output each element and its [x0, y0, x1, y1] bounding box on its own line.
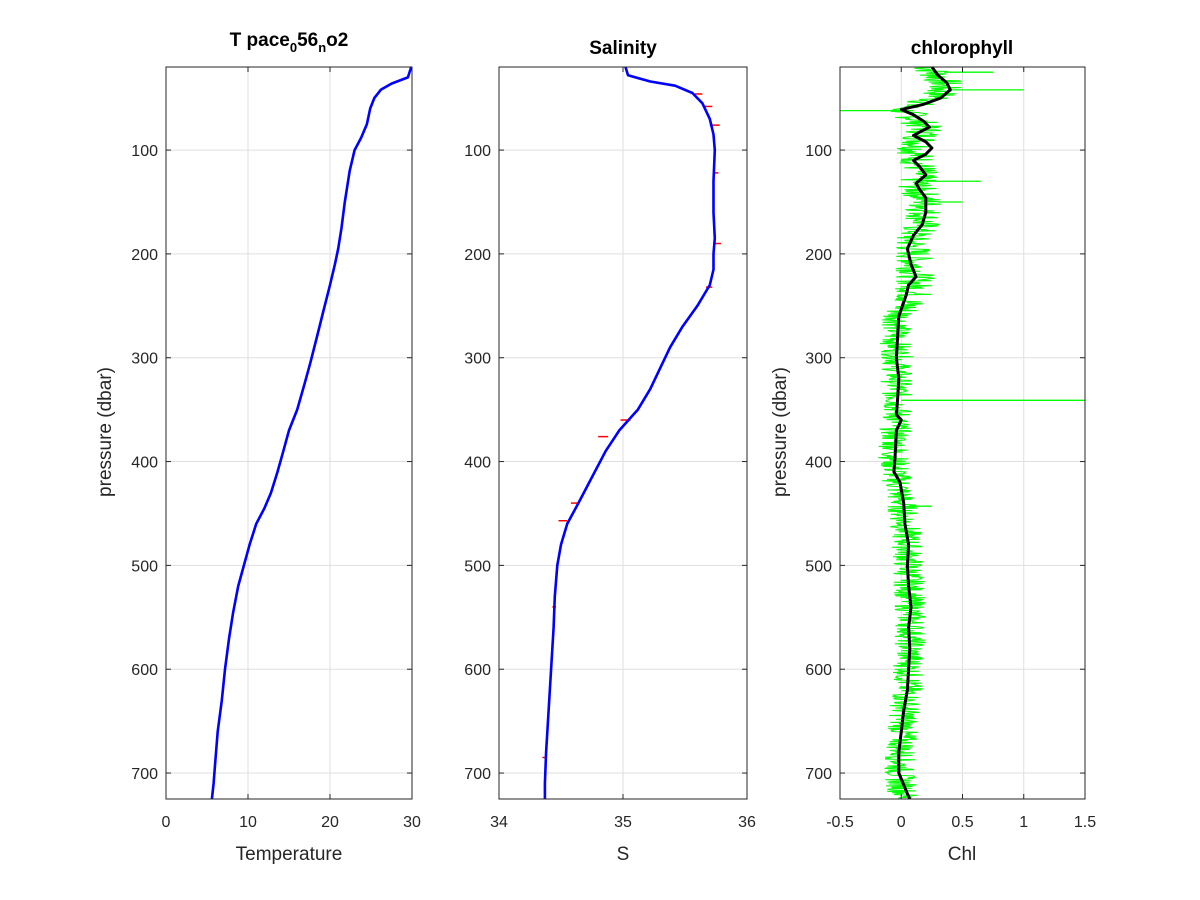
- chlorophyll-lines: [840, 66, 1085, 800]
- chlorophyll-grid: [839, 67, 1086, 799]
- temperature-xlabel: Temperature: [236, 844, 343, 865]
- salinity-ytick-label-1: 200: [464, 247, 491, 264]
- temperature-xtick-label-0: 0: [162, 814, 171, 831]
- chlorophyll-ytick-label-3: 400: [805, 455, 832, 472]
- temperature-ytick-label-6: 700: [131, 766, 158, 783]
- temperature-panel: 0 10 20 30 100 200 300 400 500 600 700 T pace056no…: [95, 30, 421, 865]
- salinity-series-line-0: [543, 66, 717, 799]
- chlorophyll-xtick-label-1: 0: [897, 814, 906, 831]
- salinity-xtick-label-0: 34: [490, 814, 508, 831]
- chlorophyll-ytick-label-0: 100: [805, 143, 832, 160]
- salinity-title: Salinity: [589, 38, 657, 59]
- chlorophyll-smooth-line: [892, 66, 952, 800]
- temperature-ticks: 0 10 20 30 100 200 300 400 500 600 700: [131, 67, 421, 831]
- salinity-ticks: 34 35 36 100 200 300 400 500 600 700: [464, 67, 756, 831]
- chlorophyll-raw-line: [878, 66, 962, 799]
- chlorophyll-ytick-label-2: 300: [805, 351, 832, 368]
- salinity-xtick-label-2: 36: [738, 814, 756, 831]
- chlorophyll-xtick-label-0: -0.5: [826, 814, 854, 831]
- temperature-series-line-0: [210, 66, 413, 800]
- salinity-xlabel: S: [617, 844, 630, 865]
- salinity-grid: [498, 67, 748, 799]
- chlorophyll-panel: -0.5 0 0.5 1 1.5 100 200 300 400 500 600 700 chloro…: [770, 38, 1096, 865]
- chlorophyll-xtick-label-4: 1.5: [1074, 814, 1096, 831]
- temperature-xtick-label-2: 20: [321, 814, 339, 831]
- temperature-ytick-label-0: 100: [131, 143, 158, 160]
- salinity-xtick-label-1: 35: [614, 814, 632, 831]
- temperature-ylabel: pressure (dbar): [95, 367, 116, 497]
- salinity-ytick-label-2: 300: [464, 351, 491, 368]
- salinity-ytick-label-4: 500: [464, 558, 491, 575]
- chlorophyll-xtick-label-3: 1: [1019, 814, 1028, 831]
- chlorophyll-xlabel: Chl: [948, 844, 977, 865]
- salinity-ytick-label-0: 100: [464, 143, 491, 160]
- chlorophyll-ytick-label-1: 200: [805, 247, 832, 264]
- chlorophyll-ylabel: pressure (dbar): [770, 367, 791, 497]
- temperature-lines: [210, 66, 413, 800]
- salinity-ytick-label-6: 700: [464, 766, 491, 783]
- chlorophyll-title: chlorophyll: [911, 38, 1013, 59]
- temperature-title: T pace056no2: [230, 30, 349, 55]
- temperature-xtick-label-1: 10: [239, 814, 257, 831]
- chlorophyll-ticks: -0.5 0 0.5 1 1.5 100 200 300 400 500 600 700: [805, 67, 1096, 831]
- temperature-ytick-label-5: 600: [131, 662, 158, 679]
- chlorophyll-ytick-label-4: 500: [805, 558, 832, 575]
- temperature-ytick-label-3: 400: [131, 455, 158, 472]
- temperature-ytick-label-1: 200: [131, 247, 158, 264]
- temperature-ytick-label-2: 300: [131, 351, 158, 368]
- salinity-panel: 34 35 36 100 200 300 400 500 600 700 Salinity S: [464, 38, 756, 865]
- chlorophyll-ytick-label-5: 600: [805, 662, 832, 679]
- salinity-ytick-label-5: 600: [464, 662, 491, 679]
- salinity-ytick-label-3: 400: [464, 455, 491, 472]
- temperature-axes-box: [165, 66, 413, 800]
- salinity-lines: [542, 66, 721, 799]
- temperature-ytick-label-4: 500: [131, 558, 158, 575]
- chlorophyll-ytick-label-6: 700: [805, 766, 832, 783]
- temperature-xtick-label-3: 30: [403, 814, 421, 831]
- chlorophyll-xtick-label-2: 0.5: [951, 814, 973, 831]
